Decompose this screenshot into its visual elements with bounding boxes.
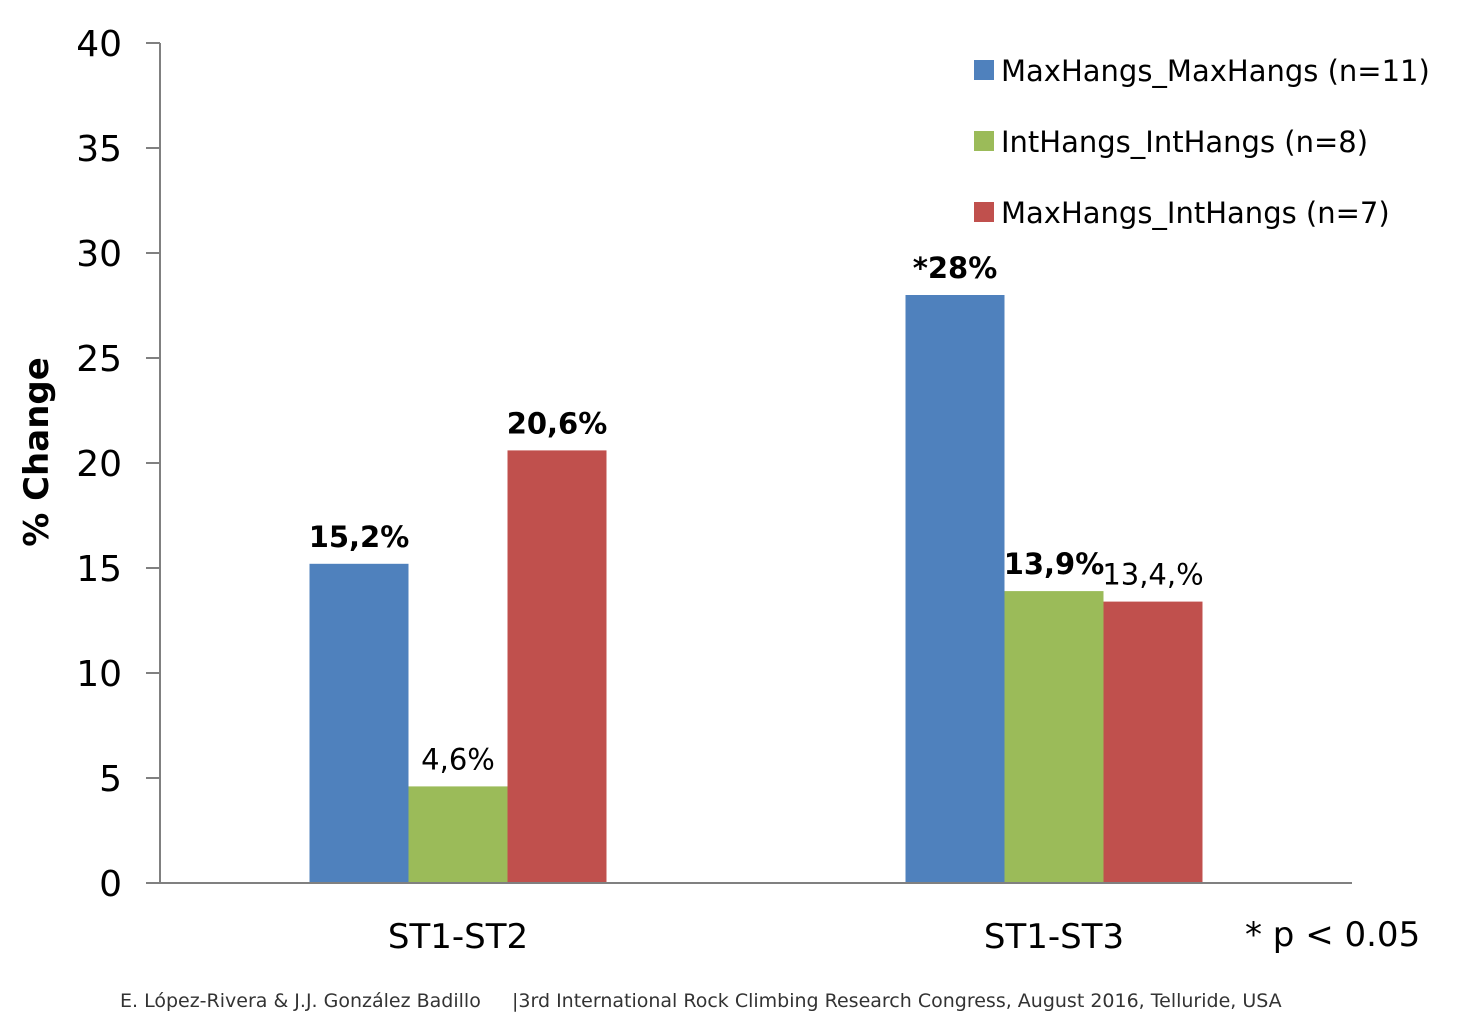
legend-swatch <box>974 131 994 151</box>
bar <box>1103 601 1203 883</box>
bars: 15,2% 4,6% 20,6% *28% 13,9%13,4,% <box>309 251 1204 883</box>
data-label: 15,2% <box>309 520 410 554</box>
x-axis: ST1-ST2 ST1-ST3 <box>160 882 1352 957</box>
data-label: 20,6% <box>507 406 608 440</box>
data-label: 13,4,% <box>1102 558 1203 592</box>
bar <box>309 563 409 883</box>
y-axis-label: % Change <box>17 357 57 547</box>
x-category-label: ST1-ST3 <box>984 917 1124 957</box>
data-label: 4,6% <box>421 742 495 776</box>
significance-note: * p < 0.05 <box>1245 915 1420 955</box>
data-label: 13,9% <box>1004 547 1105 581</box>
legend-swatch <box>974 60 994 80</box>
x-category-label: ST1-ST2 <box>388 917 528 957</box>
y-tick-label: 5 <box>99 759 122 800</box>
legend-entry: IntHangs_IntHangs (n=8) <box>1001 125 1368 159</box>
y-tick-label: 30 <box>76 234 122 275</box>
bar <box>408 786 508 883</box>
y-tick-label: 10 <box>76 654 122 695</box>
legend-swatch <box>974 202 994 222</box>
y-axis: 0 5 10 15 20 25 30 35 40 <box>76 24 161 905</box>
y-tick-label: 25 <box>76 339 122 380</box>
legend: MaxHangs_MaxHangs (n=11) IntHangs_IntHang… <box>974 54 1430 230</box>
data-label: *28% <box>913 251 998 285</box>
y-tick-label: 20 <box>76 444 122 485</box>
bar <box>507 450 607 883</box>
y-tick-label: 0 <box>99 864 122 905</box>
legend-entry: MaxHangs_IntHangs (n=7) <box>1001 196 1390 230</box>
footer-authors: E. López-Rivera & J.J. González Badillo <box>120 990 481 1012</box>
bar <box>1004 591 1104 883</box>
y-tick-label: 15 <box>76 549 122 590</box>
legend-entry: MaxHangs_MaxHangs (n=11) <box>1001 54 1430 88</box>
footer-event: |3rd International Rock Climbing Researc… <box>512 990 1282 1012</box>
y-tick-label: 40 <box>76 24 122 65</box>
y-tick-label: 35 <box>76 129 122 170</box>
bar <box>905 295 1005 883</box>
